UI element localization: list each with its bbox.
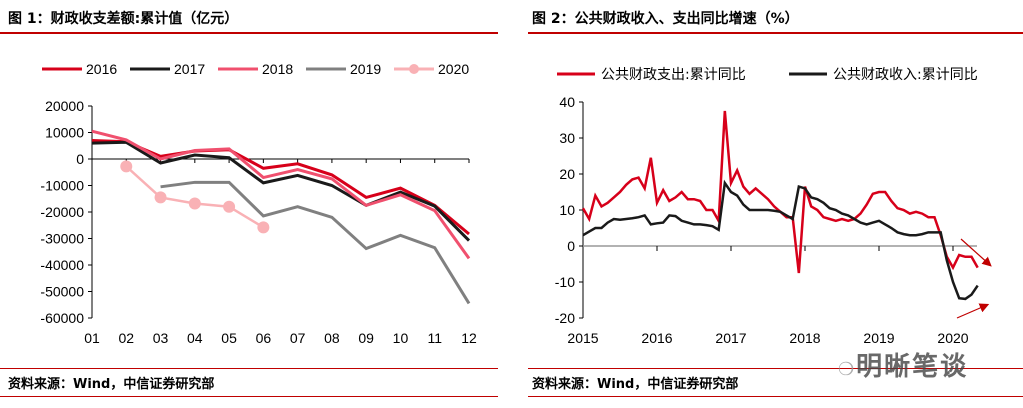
chart2-bottom-rule <box>528 368 1023 369</box>
chart2-y-tick-label: 40 <box>559 94 575 110</box>
chart1-y-tick-label: 0 <box>76 151 84 167</box>
chart2-legend-label: 公共财政收入:累计同比 <box>833 67 978 83</box>
chart1-y-tick-label: 20000 <box>45 98 84 114</box>
chart1-y-tick-label: -60000 <box>40 310 84 326</box>
chart2-title: 图 2：公共财政收入、支出同比增速（%） <box>532 11 799 27</box>
chart2-x-tick-label: 2020 <box>937 330 968 346</box>
chart2-title-rule <box>528 32 1023 34</box>
chart1-legend-label: 2018 <box>262 61 293 77</box>
chart2-y-tick-label: 20 <box>559 166 575 182</box>
chart1-line-2016 <box>91 138 470 236</box>
chart1-line-2018 <box>91 129 471 260</box>
chart1-title-rule <box>0 32 498 34</box>
chart1-x-tick-label: 01 <box>84 330 100 346</box>
chart2-y-tick-label: 0 <box>567 238 575 254</box>
chart1-x-tick-label: 08 <box>324 330 340 346</box>
chart1-bottom-rule <box>0 368 498 369</box>
chart1-x-tick-label: 07 <box>290 330 306 346</box>
watermark: ❍明晰笔谈 <box>838 346 968 383</box>
chart1-y-tick-label: 10000 <box>45 125 84 141</box>
chart2-x-tick-label: 2016 <box>641 330 672 346</box>
chart2-x-tick-label: 2017 <box>715 330 746 346</box>
chart1-legend-label: 2017 <box>174 61 205 77</box>
chart1-title: 图 1：财政收支差额:累计值（亿元） <box>8 11 239 27</box>
up-arrow-icon <box>956 303 990 319</box>
watermark-text: 明晰笔谈 <box>856 352 969 382</box>
chart1-x-tick-label: 03 <box>153 330 169 346</box>
chart1-line-2017 <box>91 140 471 242</box>
chart1-x-tick-label: 09 <box>358 330 374 346</box>
chart2-line-expenditure <box>581 110 979 274</box>
chart1-point-2020 <box>188 197 201 210</box>
chart1-x-tick-label: 11 <box>427 330 442 346</box>
chart1-source-rule <box>0 396 498 397</box>
chart1-point-2020 <box>257 221 270 234</box>
chart2-y-tick-label: 30 <box>559 130 575 146</box>
chart2-y-tick-label: -20 <box>555 310 575 326</box>
chart2-x-tick-label: 2018 <box>789 330 820 346</box>
chart2-x-tick-label: 2015 <box>567 330 598 346</box>
chart1-x-tick-label: 12 <box>461 330 477 346</box>
chart1-y-tick-label: -10000 <box>40 178 84 194</box>
chart1-y-tick-label: -20000 <box>40 204 84 220</box>
chart1-line-2019 <box>160 180 471 305</box>
chart1-point-2020 <box>120 160 133 173</box>
chart1-x-tick-label: 02 <box>118 330 134 346</box>
down-arrow-icon <box>960 238 992 267</box>
chart2-y-tick-label: -10 <box>555 274 575 290</box>
chart1-point-2020 <box>154 191 167 204</box>
wechat-icon: ❍ <box>838 359 857 380</box>
chart1-y-tick-label: -50000 <box>40 284 84 300</box>
chart1-point-2020 <box>223 200 236 213</box>
chart2-source: 资料来源：Wind，中信证券研究部 <box>532 377 739 392</box>
chart1-x-tick-label: 06 <box>256 330 272 346</box>
chart2-x-tick-label: 2019 <box>863 330 894 346</box>
chart1-x-tick-label: 10 <box>393 330 409 346</box>
chart1-legend-marker <box>409 64 419 74</box>
chart1-legend-label: 2016 <box>86 61 117 77</box>
chart1-source: 资料来源：Wind，中信证券研究部 <box>8 377 215 392</box>
chart2-line-revenue <box>582 179 979 301</box>
chart1-legend-label: 2019 <box>350 61 381 77</box>
chart1-y-tick-label: -40000 <box>40 257 84 273</box>
chart1-x-tick-label: 05 <box>221 330 237 346</box>
chart1-x-tick-label: 04 <box>187 330 203 346</box>
chart2-source-rule <box>528 396 1023 397</box>
chart2-legend-label: 公共财政支出:累计同比 <box>601 67 746 83</box>
chart1-y-tick-label: -30000 <box>40 231 84 247</box>
chart2-y-tick-label: 10 <box>559 202 575 218</box>
chart1-legend-label: 2020 <box>438 61 469 77</box>
